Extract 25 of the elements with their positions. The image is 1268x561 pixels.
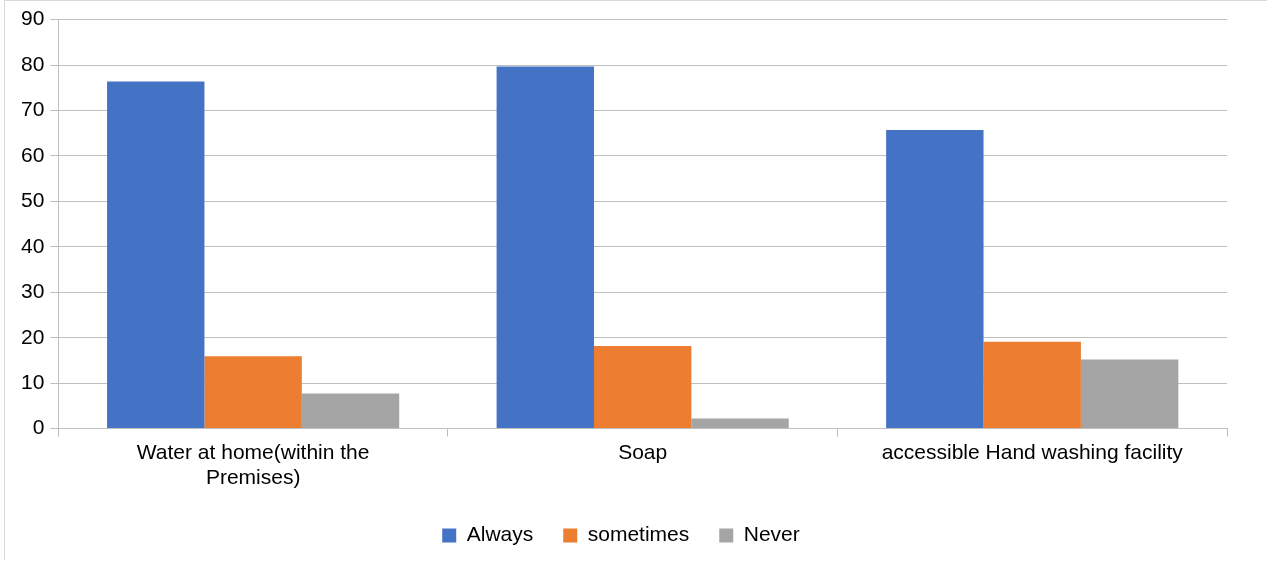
y-tick-label: 60 [21,142,45,166]
bar [983,341,1081,429]
legend-label: sometimes [587,522,690,546]
y-tick-label: 50 [21,188,45,212]
y-tick-label: 40 [21,233,45,257]
bar [1080,359,1179,429]
bar [691,418,789,429]
y-tick-label: 0 [32,415,45,439]
x-tick-label: Soap [618,440,668,463]
legend-label: Never [743,522,800,546]
x-tick-label: Water at home(within the Premises) [136,440,370,489]
x-tick-label: accessible Hand washing facility [881,440,1184,463]
bar [886,130,984,429]
bar [593,345,692,429]
bar [204,356,302,429]
legend-label: Always [466,522,534,546]
y-tick-label: 90 [21,6,45,30]
bar [496,66,594,429]
bar [107,81,205,429]
y-tick-label: 80 [21,51,45,75]
bar [301,393,400,429]
y-tick-label: 70 [21,97,45,121]
y-tick-label: 30 [21,279,45,303]
y-tick-label: 20 [21,324,45,348]
y-tick-label: 10 [21,369,45,393]
